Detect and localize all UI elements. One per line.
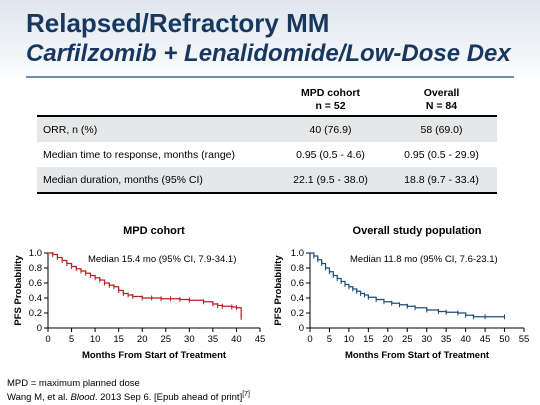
chart-title: Overall study population (353, 225, 482, 237)
table-cell-overall: 18.8 (9.7 - 33.4) (386, 167, 497, 194)
y-axis-label: PFS Probability (273, 255, 284, 326)
x-tick-label: 10 (344, 334, 355, 345)
table-cell-mpd: 40 (76.9) (275, 115, 386, 142)
results-table: MPD cohort n = 52 Overall N = 84 ORR, n … (37, 85, 497, 194)
x-axis-label: Months From Start of Treatment (82, 350, 227, 361)
x-tick-label: 0 (45, 334, 50, 345)
x-tick-label: 30 (184, 334, 195, 345)
overall-km-chart: Overall study population Median 11.8 mo (… (270, 218, 530, 368)
y-tick-label: 0 (37, 323, 42, 334)
x-tick-label: 55 (519, 334, 530, 345)
x-tick-label: 30 (421, 334, 432, 345)
y-tick-label: 0.6 (29, 278, 42, 289)
y-tick-label: 0.2 (29, 308, 42, 319)
x-tick-label: 45 (480, 334, 491, 345)
table-header-mpd-line2: n = 52 (315, 100, 346, 112)
slide-subtitle: Carfilzomib + Lenalidomide/Low-Dose Dex (26, 40, 511, 67)
table-row-label: ORR, n (%) (37, 115, 275, 142)
citation-details: . 2013 Sep 6. [Epub ahead of print] (94, 392, 243, 404)
x-tick-label: 25 (160, 334, 171, 345)
table-row: Median time to response, months (range) … (37, 142, 497, 167)
citation-ref: [7] (242, 391, 251, 398)
footnote-mpd: MPD = maximum planned dose (7, 378, 140, 389)
y-tick-label: 0.8 (291, 263, 304, 274)
y-axis-label: PFS Probability (13, 255, 24, 326)
y-tick-label: 0 (299, 323, 304, 334)
x-tick-label: 5 (69, 334, 74, 345)
chart-annotation: Median 15.4 mo (95% CI, 7.9-34.1) (88, 254, 236, 265)
x-tick-label: 45 (255, 334, 266, 345)
table-header-mpd-line1: MPD cohort (301, 87, 360, 99)
citation-journal: Blood (70, 392, 95, 404)
x-tick-label: 15 (113, 334, 124, 345)
mpd-cohort-chart-svg: MPD cohort Median 15.4 mo (95% CI, 7.9-34… (13, 225, 266, 361)
y-tick-label: 0.8 (29, 263, 42, 274)
citation: Wang M, et al. Blood. 2013 Sep 6. [Epub … (7, 391, 250, 403)
table-header-overall: Overall N = 84 (386, 85, 497, 116)
x-tick-label: 5 (327, 334, 332, 345)
x-tick-label: 10 (90, 334, 101, 345)
chart-title: MPD cohort (123, 225, 185, 237)
slide-header (0, 0, 540, 80)
table-cell-overall: 0.95 (0.5 - 29.9) (404, 148, 479, 161)
table-cell-mpd: 0.95 (0.5 - 4.6) (296, 148, 365, 161)
table-row: Median duration, months (95% CI) 22.1 (9… (37, 167, 497, 194)
y-tick-label: 1.0 (29, 248, 42, 259)
table-cell-mpd: 22.1 (9.5 - 38.0) (275, 167, 386, 194)
overall-chart-svg: Overall study population Median 11.8 mo (… (273, 225, 530, 361)
table-header-empty (37, 85, 275, 116)
table-header-row: MPD cohort n = 52 Overall N = 84 (37, 85, 497, 116)
slide-title: Relapsed/Refractory MM (26, 8, 330, 38)
table-cell-overall: 58 (69.0) (386, 115, 497, 142)
x-tick-label: 25 (402, 334, 413, 345)
chart-annotation: Median 11.8 mo (95% CI, 7.6-23.1) (350, 254, 498, 265)
mpd-cohort-km-chart: MPD cohort Median 15.4 mo (95% CI, 7.9-34… (10, 218, 270, 368)
x-tick-label: 15 (363, 334, 374, 345)
x-tick-label: 20 (383, 334, 394, 345)
x-tick-label: 50 (499, 334, 510, 345)
table-header-mpd: MPD cohort n = 52 (275, 85, 386, 116)
x-tick-label: 40 (231, 334, 242, 345)
title-divider (26, 76, 514, 78)
x-tick-label: 35 (208, 334, 219, 345)
x-tick-label: 20 (137, 334, 148, 345)
table-row-label: Median time to response, months (range) (43, 148, 236, 161)
y-tick-label: 0.4 (291, 293, 304, 304)
x-tick-label: 40 (460, 334, 471, 345)
y-tick-label: 0.6 (291, 278, 304, 289)
y-tick-label: 0.4 (29, 293, 42, 304)
y-tick-label: 0.2 (291, 308, 304, 319)
citation-authors: Wang M, et al. (7, 392, 71, 404)
x-tick-label: 35 (441, 334, 452, 345)
table-header-overall-line2: N = 84 (425, 100, 458, 112)
x-axis-label: Months From Start of Treatment (345, 350, 490, 361)
table-row-label: Median duration, months (95% CI) (37, 167, 275, 194)
table-row: ORR, n (%) 40 (76.9) 58 (69.0) (37, 115, 497, 142)
y-tick-label: 1.0 (291, 248, 304, 259)
x-tick-label: 0 (307, 334, 312, 345)
table-header-overall-line1: Overall (423, 87, 460, 99)
